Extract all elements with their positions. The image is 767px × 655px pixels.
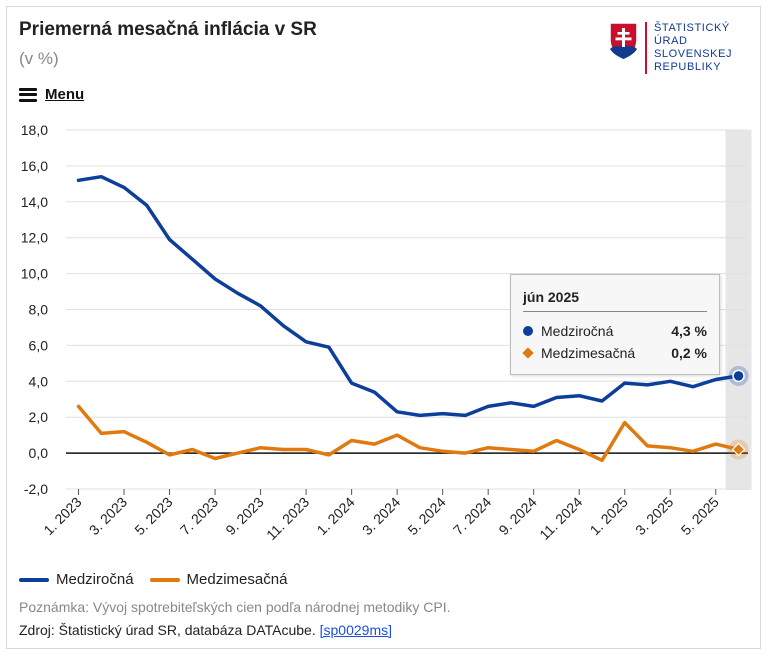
data-point-medzirocna bbox=[732, 369, 745, 383]
source-line: Zdroj: Štatistický úrad SR, databáza DAT… bbox=[19, 622, 392, 638]
y-tick-label: 10,0 bbox=[21, 266, 48, 282]
y-tick-label: 8,0 bbox=[29, 302, 49, 318]
logo-line: ŠTATISTICKÝ bbox=[654, 22, 730, 34]
x-tick-label: 5. 2025 bbox=[678, 494, 722, 538]
tooltip-divider bbox=[523, 311, 707, 312]
y-tick-label: 2,0 bbox=[29, 409, 49, 425]
x-tick-label: 3. 2023 bbox=[86, 494, 130, 538]
circle-marker-icon bbox=[523, 326, 533, 336]
tooltip-title: jún 2025 bbox=[523, 289, 580, 305]
tooltip-row-medzirocna: Medziročná 4,3 % bbox=[523, 321, 707, 341]
y-tick-label: 6,0 bbox=[29, 337, 49, 353]
legend-line-icon bbox=[149, 577, 180, 582]
menu-button[interactable]: Menu bbox=[19, 86, 84, 103]
y-tick-label: 4,0 bbox=[29, 373, 49, 389]
tooltip-series-name: Medziročná bbox=[541, 323, 614, 339]
logo-line: SLOVENSKEJ bbox=[654, 48, 733, 60]
logo-line: REPUBLIKY bbox=[654, 61, 722, 73]
legend: Medziročná Medzimesačná bbox=[19, 571, 303, 588]
diamond-marker-icon bbox=[522, 347, 534, 359]
tooltip-series-value: 4,3 % bbox=[671, 323, 707, 339]
x-tick-label: 5. 2023 bbox=[131, 494, 175, 538]
chart-subtitle: (v %) bbox=[19, 49, 59, 68]
series-line-medzimesacna bbox=[76, 404, 741, 463]
x-tick-label: 3. 2024 bbox=[359, 494, 403, 538]
x-tick-label: 11. 2024 bbox=[536, 494, 585, 543]
statistical-office-logo: ŠTATISTICKÝ ÚRAD SLOVENSKEJ REPUBLIKY bbox=[609, 22, 732, 74]
tooltip: jún 2025 Medziročná 4,3 % Medzimesačná 0… bbox=[510, 274, 720, 375]
y-tick-label: 14,0 bbox=[21, 194, 48, 210]
y-tick-label: 12,0 bbox=[21, 230, 48, 246]
legend-label: Medziročná bbox=[56, 571, 134, 588]
tooltip-series-value: 0,2 % bbox=[671, 345, 707, 361]
x-tick-label: 3. 2025 bbox=[632, 494, 676, 538]
x-tick-label: 1. 2024 bbox=[313, 494, 357, 538]
y-tick-label: -2,0 bbox=[24, 481, 48, 497]
legend-item-medzimesacna[interactable]: Medzimesačná bbox=[149, 571, 288, 588]
x-tick-label: 9. 2024 bbox=[495, 494, 539, 538]
y-tick-label: 0,0 bbox=[29, 445, 49, 461]
x-tick-label: 1. 2025 bbox=[587, 494, 631, 538]
source-link[interactable]: [sp0029ms] bbox=[319, 622, 392, 638]
footnote: Poznámka: Vývoj spotrebiteľských cien po… bbox=[19, 599, 451, 615]
tooltip-row-medzimesacna: Medzimesačná 0,2 % bbox=[522, 343, 707, 363]
tooltip-series-name: Medzimesačná bbox=[541, 345, 636, 361]
y-tick-label: 18,0 bbox=[21, 122, 48, 138]
x-tick-label: 7. 2023 bbox=[177, 494, 221, 538]
x-tick-label: 5. 2024 bbox=[404, 494, 448, 538]
legend-label: Medzimesačná bbox=[186, 571, 288, 588]
legend-line-icon bbox=[19, 577, 49, 582]
data-point-medzimesacna bbox=[731, 442, 746, 457]
x-tick-label: 9. 2023 bbox=[222, 494, 266, 538]
chart-title: Priemerná mesačná inflácia v SR bbox=[19, 19, 317, 40]
logo-line: ÚRAD bbox=[654, 35, 688, 47]
series-line-medzirocna bbox=[76, 174, 741, 418]
logo-text: ŠTATISTICKÝ ÚRAD SLOVENSKEJ REPUBLIKY bbox=[645, 22, 732, 74]
x-tick-label: 1. 2023 bbox=[40, 494, 84, 538]
source-text: Zdroj: Štatistický úrad SR, databáza DAT… bbox=[19, 622, 316, 638]
x-tick-label: 11. 2023 bbox=[263, 494, 312, 543]
menu-label: Menu bbox=[45, 86, 85, 103]
x-tick-label: 7. 2024 bbox=[450, 494, 494, 538]
legend-item-medzirocna[interactable]: Medziročná bbox=[19, 571, 134, 588]
y-tick-label: 16,0 bbox=[21, 158, 48, 174]
coat-of-arms-icon bbox=[609, 22, 638, 60]
hamburger-icon bbox=[19, 87, 37, 102]
